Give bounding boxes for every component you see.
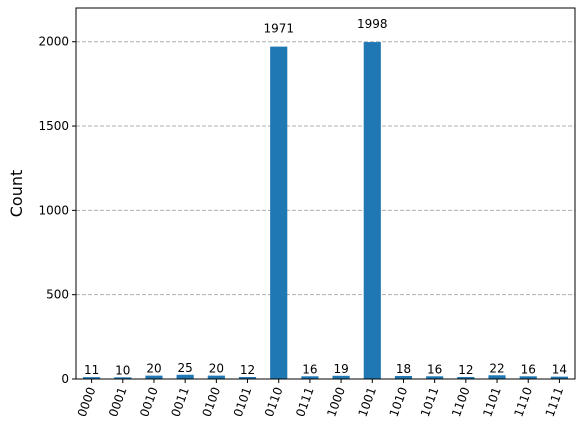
plot-frame: [75, 7, 576, 380]
data-label-1010: 18: [396, 362, 411, 376]
data-label-1100: 12: [458, 363, 473, 377]
data-label-0100: 20: [209, 362, 224, 376]
bar-series: [83, 42, 568, 379]
x-axis: 0000 0001 0010 0011 0100 0101 0110 0111 1000 1001…: [75, 379, 566, 419]
y-tick-label: 2000: [38, 35, 69, 49]
y-axis-title: Count: [7, 170, 26, 218]
x-tick-label-0010: 0010: [137, 385, 161, 418]
bar-1001: [363, 42, 381, 379]
data-label-0110: 1971: [263, 22, 294, 36]
bar-1011: [426, 376, 444, 379]
x-tick-label-0011: 0011: [168, 385, 192, 418]
bar-1110: [519, 376, 537, 379]
data-label-1111: 14: [552, 363, 567, 377]
x-tick-label-1100: 1100: [449, 385, 473, 418]
data-label-1000: 19: [333, 362, 348, 376]
data-label-0011: 25: [178, 361, 193, 375]
x-tick-label-0111: 0111: [293, 385, 317, 418]
data-label-1101: 22: [489, 361, 504, 375]
data-label-1110: 16: [521, 362, 536, 376]
x-tick-label-1110: 1110: [511, 385, 535, 418]
y-tick-label: 1000: [38, 203, 69, 217]
bar-1000: [332, 375, 350, 379]
x-tick-label-0110: 0110: [262, 385, 286, 418]
x-tick-label-1001: 1001: [355, 385, 379, 418]
x-tick-label-1101: 1101: [480, 385, 504, 418]
x-tick-label-0101: 0101: [231, 385, 255, 418]
y-tick-label: 0: [61, 372, 69, 386]
x-tick-label-1011: 1011: [418, 385, 442, 418]
bar-1010: [394, 375, 413, 379]
x-tick-label-1010: 1010: [387, 385, 411, 418]
data-label-0001: 10: [115, 363, 130, 377]
data-label-0010: 20: [146, 362, 161, 376]
bar-0111: [301, 376, 319, 379]
x-tick-label-1000: 1000: [324, 385, 348, 418]
bar-0100: [207, 375, 225, 379]
bar-0101: [238, 376, 257, 379]
value-labels: 11 10 20 25 20 12 1971 16 19 1998 18 16 12 22 16 14: [84, 17, 567, 377]
data-label-1011: 16: [427, 362, 442, 376]
bar-0001: [114, 377, 132, 379]
data-label-1001: 1998: [357, 17, 388, 31]
x-tick-label-1111: 1111: [543, 385, 567, 418]
data-label-0101: 12: [240, 363, 255, 377]
data-label-0000: 11: [84, 363, 99, 377]
grid-lines: [76, 41, 575, 296]
x-tick-label-0000: 0000: [75, 385, 99, 418]
bar-0110: [270, 46, 288, 379]
bar-1101: [488, 375, 506, 379]
x-tick-label-0001: 0001: [106, 385, 130, 418]
bar-1111: [550, 376, 568, 379]
bar-0010: [145, 375, 163, 379]
bar-0000: [83, 377, 101, 379]
y-axis: 0 500 1000 1500 2000: [38, 35, 76, 386]
y-tick-label: 1500: [38, 119, 69, 133]
bar-1100: [457, 376, 475, 379]
y-tick-label: 500: [46, 288, 69, 302]
data-label-0111: 16: [302, 362, 317, 376]
bar-0011: [176, 374, 194, 379]
x-tick-label-0100: 0100: [200, 385, 224, 418]
